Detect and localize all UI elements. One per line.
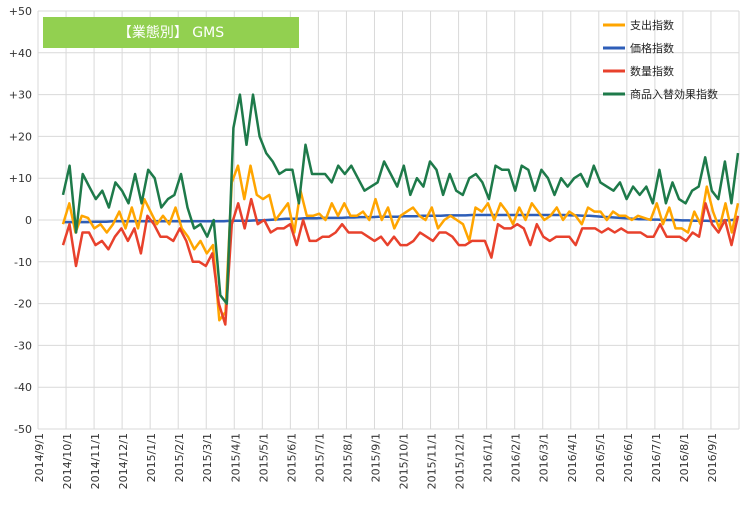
x-tick-label: 2014/9/1	[33, 433, 46, 482]
x-tick-label: 2015/2/1	[173, 433, 186, 482]
y-tick-label: -40	[14, 381, 32, 394]
x-tick-label: 2016/7/1	[650, 433, 663, 482]
legend-item-price: 価格指数	[603, 41, 674, 55]
series-lines	[61, 93, 740, 326]
x-tick-label: 2016/6/1	[622, 433, 635, 482]
x-tick-label: 2014/12/1	[117, 433, 130, 489]
x-tick-label: 2016/2/1	[510, 433, 523, 482]
series-line-2	[61, 197, 740, 326]
y-tick-label: -20	[14, 298, 32, 311]
x-tick-label: 2016/8/1	[678, 433, 691, 482]
legend: 支出指数 価格指数 数量指数 商品入替効果指数	[603, 18, 718, 101]
x-tick-label: 2015/12/1	[454, 433, 467, 489]
y-tick-label: +30	[9, 89, 32, 102]
y-tick-label: +10	[9, 172, 32, 185]
legend-label-expenditure: 支出指数	[630, 18, 674, 32]
x-axis-tick-labels: 2014/9/1 2014/10/1 2014/11/1 2014/12/1 2015/…	[33, 433, 719, 489]
x-tick-label: 2015/7/1	[313, 433, 326, 482]
x-tick-label: 2016/5/1	[594, 433, 607, 482]
legend-item-product-replacement: 商品入替効果指数	[603, 87, 718, 101]
x-tick-label: 2014/10/1	[61, 433, 74, 489]
x-tick-label: 2016/9/1	[706, 433, 719, 482]
x-tick-label: 2015/6/1	[285, 433, 298, 482]
x-tick-label: 2015/5/1	[257, 433, 270, 482]
y-tick-label: +50	[9, 5, 32, 18]
x-tick-label: 2015/11/1	[426, 433, 439, 489]
x-tick-label: 2015/4/1	[229, 433, 242, 482]
legend-label-price: 価格指数	[630, 41, 674, 55]
x-tick-label: 2015/10/1	[398, 433, 411, 489]
y-tick-label: 0	[25, 214, 32, 227]
y-tick-label: -50	[14, 423, 32, 436]
legend-label-quantity: 数量指数	[630, 64, 674, 78]
x-tick-label: 2015/3/1	[201, 433, 214, 482]
x-tick-label: 2015/9/1	[369, 433, 382, 482]
y-tick-label: +20	[9, 130, 32, 143]
x-tick-label: 2015/1/1	[145, 433, 158, 482]
series-line-3	[61, 93, 740, 305]
x-tick-label: 2016/4/1	[566, 433, 579, 482]
x-tick-label: 2014/11/1	[89, 433, 102, 489]
y-tick-label: -10	[14, 256, 32, 269]
y-tick-label: +40	[9, 47, 32, 60]
y-tick-label: -30	[14, 339, 32, 352]
x-tick-label: 2015/8/1	[341, 433, 354, 482]
title-box: 【業態別】 GMS	[43, 17, 299, 48]
title-background	[43, 17, 299, 48]
chart-title: 【業態別】 GMS	[118, 25, 224, 41]
legend-item-expenditure: 支出指数	[603, 18, 674, 32]
x-tick-label: 2016/1/1	[482, 433, 495, 482]
x-tick-label: 2016/3/1	[538, 433, 551, 482]
legend-label-product-replacement: 商品入替効果指数	[630, 87, 718, 101]
legend-item-quantity: 数量指数	[603, 64, 674, 78]
series-line-0	[61, 164, 740, 322]
y-axis-tick-labels: +50 +40 +30 +20 +10 0 -10 -20 -30 -40 -50	[9, 5, 32, 436]
